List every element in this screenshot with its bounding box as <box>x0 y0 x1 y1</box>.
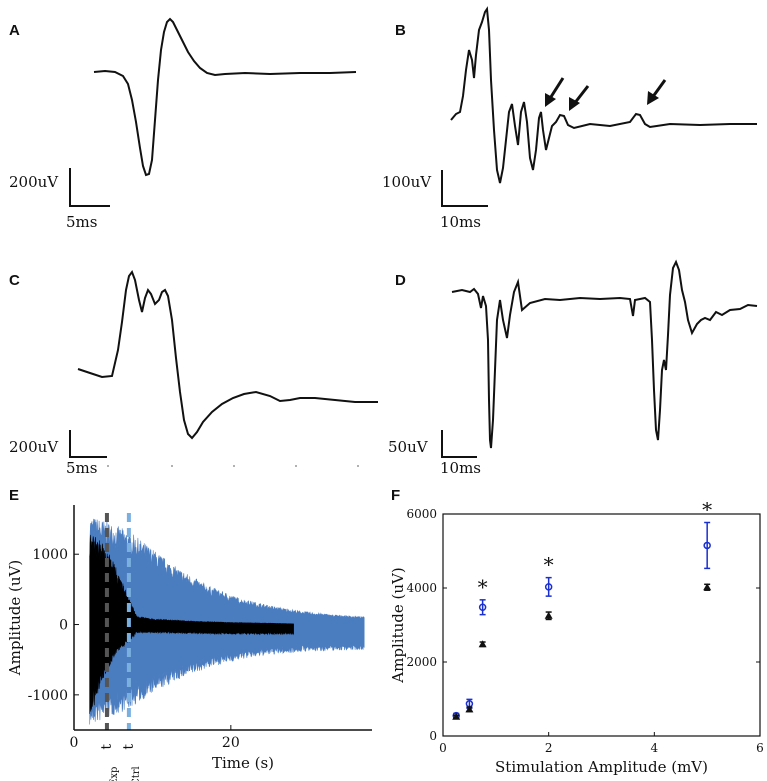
arrows-b <box>545 77 667 111</box>
series-envelope-0 <box>89 518 365 725</box>
trace-a <box>93 17 357 177</box>
y-tick-label: 0 <box>429 729 437 743</box>
triangle-marker <box>544 611 553 619</box>
y-tick-label: 2000 <box>406 655 437 669</box>
panel-e: E t 80-Exp t 80-Ctrl -1000 0 1000 0 20 Time (s) Am… <box>6 487 372 781</box>
data-point <box>703 583 712 591</box>
x-tick-label: 4 <box>651 741 659 755</box>
trace-c-dots <box>107 465 359 467</box>
threshold-label-text: t <box>121 744 137 750</box>
threshold-label-sub: 80-Ctrl <box>131 766 142 781</box>
panel-f-axes: 0 2000 4000 6000 0 2 4 6 Stimulation Amplitude (… <box>389 507 764 776</box>
significance-star: * <box>544 553 554 577</box>
x-tick-label: 20 <box>222 735 240 751</box>
y-tick-label: 1000 <box>32 547 68 563</box>
x-tick-label: 2 <box>545 741 553 755</box>
data-point <box>465 705 474 713</box>
triangle-marker <box>452 712 461 720</box>
scale-label-time-d: 10ms <box>440 459 481 477</box>
panel-f: F * * * 0 2000 4000 6000 0 2 4 6 Stimulation Ampli… <box>389 487 764 776</box>
scale-label-time-a: 5ms <box>66 213 97 231</box>
scale-bar-a: 200uV 5ms <box>9 168 110 231</box>
triangle-marker <box>703 583 712 591</box>
x-axis-label: Stimulation Amplitude (mV) <box>495 758 708 776</box>
y-tick-label: -1000 <box>28 688 68 704</box>
y-tick-label: 0 <box>59 618 68 634</box>
series-envelope-1 <box>89 534 294 714</box>
panel-e-axes: t 80-Exp t 80-Ctrl -1000 0 1000 0 20 Time (s) Ampl… <box>6 505 372 781</box>
scale-bar-b: 100uV 10ms <box>382 170 488 231</box>
triangle-marker <box>465 705 474 713</box>
panel-letter-a: A <box>9 22 20 39</box>
significance-star: * <box>702 498 712 522</box>
panel-d: D 50uV 10ms <box>388 259 758 477</box>
data-point <box>478 640 487 648</box>
x-tick-label: 0 <box>439 741 447 755</box>
circle-marker <box>544 583 553 591</box>
panel-letter-b: B <box>395 22 406 39</box>
data-point <box>544 611 553 621</box>
scale-label-voltage-b: 100uV <box>382 173 432 191</box>
y-tick-label: 6000 <box>406 507 437 521</box>
data-point <box>452 712 461 720</box>
panel-letter-e: E <box>9 487 19 504</box>
x-axis-label: Time (s) <box>212 754 274 772</box>
threshold-label-1: t 80-Ctrl <box>121 744 142 781</box>
panel-e-plot-area <box>89 513 365 730</box>
panel-letter-d: D <box>395 272 406 289</box>
panel-letter-f: F <box>391 487 400 504</box>
data-point <box>544 576 553 597</box>
scale-label-time-b: 10ms <box>440 213 481 231</box>
y-axis-label: Amplitude (uV) <box>389 567 407 683</box>
threshold-label-0: t 80-Exp <box>99 744 120 781</box>
significance-star: * <box>478 575 488 599</box>
plot-frame <box>442 513 761 737</box>
panel-b: B 100uV 10ms <box>382 6 757 231</box>
panel-a: A 200uV 5ms <box>9 17 357 231</box>
trace-d <box>451 259 758 449</box>
scale-label-time-c: 5ms <box>66 459 97 477</box>
triangle-marker <box>478 640 487 648</box>
scale-label-voltage-a: 200uV <box>9 173 59 191</box>
arrow-icon <box>647 79 667 105</box>
trace-c <box>77 269 378 440</box>
threshold-label-text: t <box>99 744 115 750</box>
arrow-icon <box>569 85 590 111</box>
panel-f-plot-area: * * * <box>452 498 712 720</box>
scale-label-voltage-d: 50uV <box>388 438 429 456</box>
data-point <box>703 521 711 570</box>
scale-bar-c: 200uV 5ms <box>9 430 107 477</box>
scale-label-voltage-c: 200uV <box>9 438 59 456</box>
trace-b <box>450 6 757 184</box>
panel-c: C 200uV 5ms <box>9 269 378 477</box>
x-tick-label: 0 <box>70 735 79 751</box>
y-axis-label: Amplitude (uV) <box>6 560 24 676</box>
circle-marker <box>703 541 711 550</box>
scale-bar-d: 50uV 10ms <box>388 430 481 477</box>
data-point <box>478 599 487 616</box>
threshold-label-sub: 80-Exp <box>109 767 120 781</box>
arrow-icon <box>545 77 565 107</box>
panel-letter-c: C <box>9 272 20 289</box>
y-tick-label: 4000 <box>406 581 437 595</box>
circle-marker <box>478 603 487 611</box>
x-tick-label: 6 <box>756 741 764 755</box>
